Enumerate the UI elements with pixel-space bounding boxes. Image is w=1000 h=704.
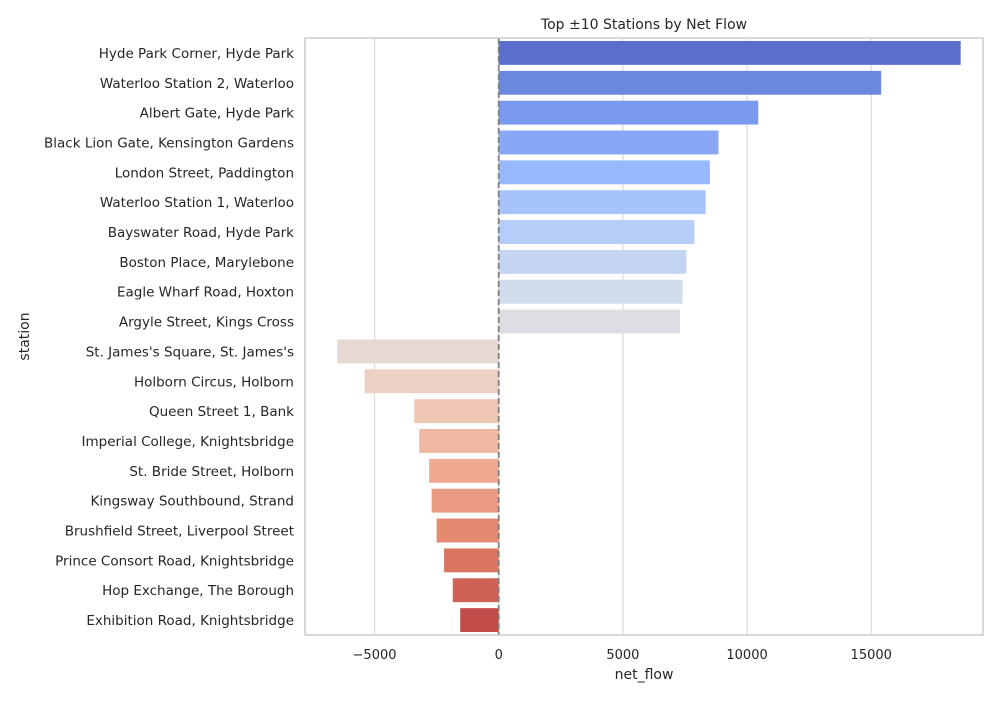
bar [460,608,499,633]
bar [414,399,499,424]
bar [498,220,695,244]
bar [498,130,719,155]
y-tick-label: Exhibition Road, Knightsbridge [86,613,294,629]
bar [337,339,499,364]
bar [436,518,499,543]
y-tick-label: Albert Gate, Hyde Park [140,106,295,122]
bar-layer [337,40,961,633]
bar [498,160,710,185]
bar [498,100,759,125]
y-tick-label: Hop Exchange, The Borough [102,583,294,599]
bar [498,190,706,215]
y-tick-label: Eagle Wharf Road, Hoxton [117,285,294,301]
x-tick-label: 10000 [726,648,767,663]
bar [498,70,882,95]
bar [419,429,499,453]
bar [444,548,499,573]
bar [498,279,683,304]
bar [498,249,687,274]
bar [429,458,499,483]
x-tick-label: 5000 [606,648,639,663]
y-axis-label: station [17,312,33,360]
y-tick-label: St. James's Square, St. James's [86,344,294,360]
y-tick-label: Brushfield Street, Liverpool Street [65,524,294,540]
x-tick-labels: −5000 0 5000 10000 15000 [353,648,892,663]
bar [364,369,499,394]
y-tick-label: Waterloo Station 2, Waterloo [100,76,294,92]
y-tick-label: Argyle Street, Kings Cross [119,315,294,331]
y-tick-label: Holborn Circus, Holborn [134,374,294,390]
y-tick-labels: Hyde Park Corner, Hyde Park Waterloo Stat… [44,46,294,629]
y-tick-label: Hyde Park Corner, Hyde Park [99,46,294,62]
y-tick-label: Imperial College, Knightsbridge [82,434,295,450]
y-tick-label: Black Lion Gate, Kensington Gardens [44,135,294,151]
y-tick-label: Prince Consort Road, Knightsbridge [55,553,294,569]
chart-title: Top ±10 Stations by Net Flow [540,17,747,33]
y-tick-label: Waterloo Station 1, Waterloo [100,195,294,211]
bar [498,40,961,65]
y-tick-label: Boston Place, Marylebone [119,255,294,271]
x-tick-label: −5000 [353,648,397,663]
x-tick-label: 15000 [851,648,892,663]
bar [452,578,499,603]
plot-frame [304,37,984,636]
y-tick-label: Kingsway Southbound, Strand [91,494,295,510]
y-tick-label: Bayswater Road, Hyde Park [108,225,294,241]
x-axis-label: net_flow [615,667,674,683]
y-tick-label: St. Bride Street, Holborn [129,464,294,480]
y-tick-label: Queen Street 1, Bank [149,404,294,420]
y-tick-label: London Street, Paddington [115,165,294,181]
bar [498,309,681,334]
bar [431,488,499,513]
x-tick-label: 0 [495,648,503,663]
grid-layer [373,38,872,635]
